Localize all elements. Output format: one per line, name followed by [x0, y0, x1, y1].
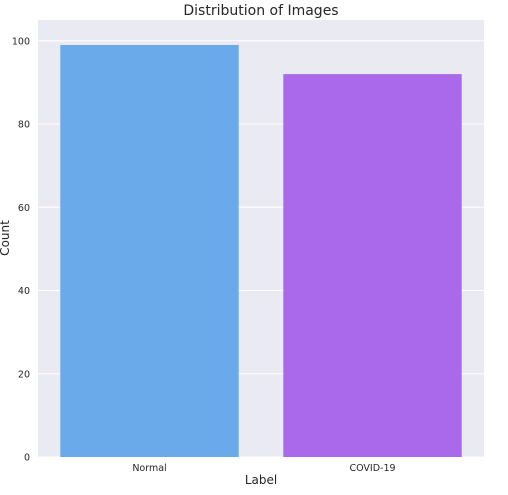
y-tick-label: 20	[18, 369, 30, 380]
x-tick-label: COVID-19	[349, 463, 395, 474]
bar-normal	[60, 45, 238, 457]
y-tick-label: 0	[24, 453, 30, 464]
y-tick-label: 40	[18, 286, 30, 297]
y-tick-label: 80	[18, 120, 30, 131]
chart-title: Distribution of Images	[183, 3, 338, 19]
x-axis-label: Label	[245, 473, 277, 487]
bar-covid-19	[283, 74, 461, 457]
x-tick-label: Normal	[132, 463, 166, 474]
y-tick-label: 100	[12, 36, 30, 47]
y-axis-ticks: 0 20 40 60 80 100	[12, 36, 30, 463]
y-tick-label: 60	[18, 203, 30, 214]
y-axis-label: Count	[0, 220, 12, 256]
